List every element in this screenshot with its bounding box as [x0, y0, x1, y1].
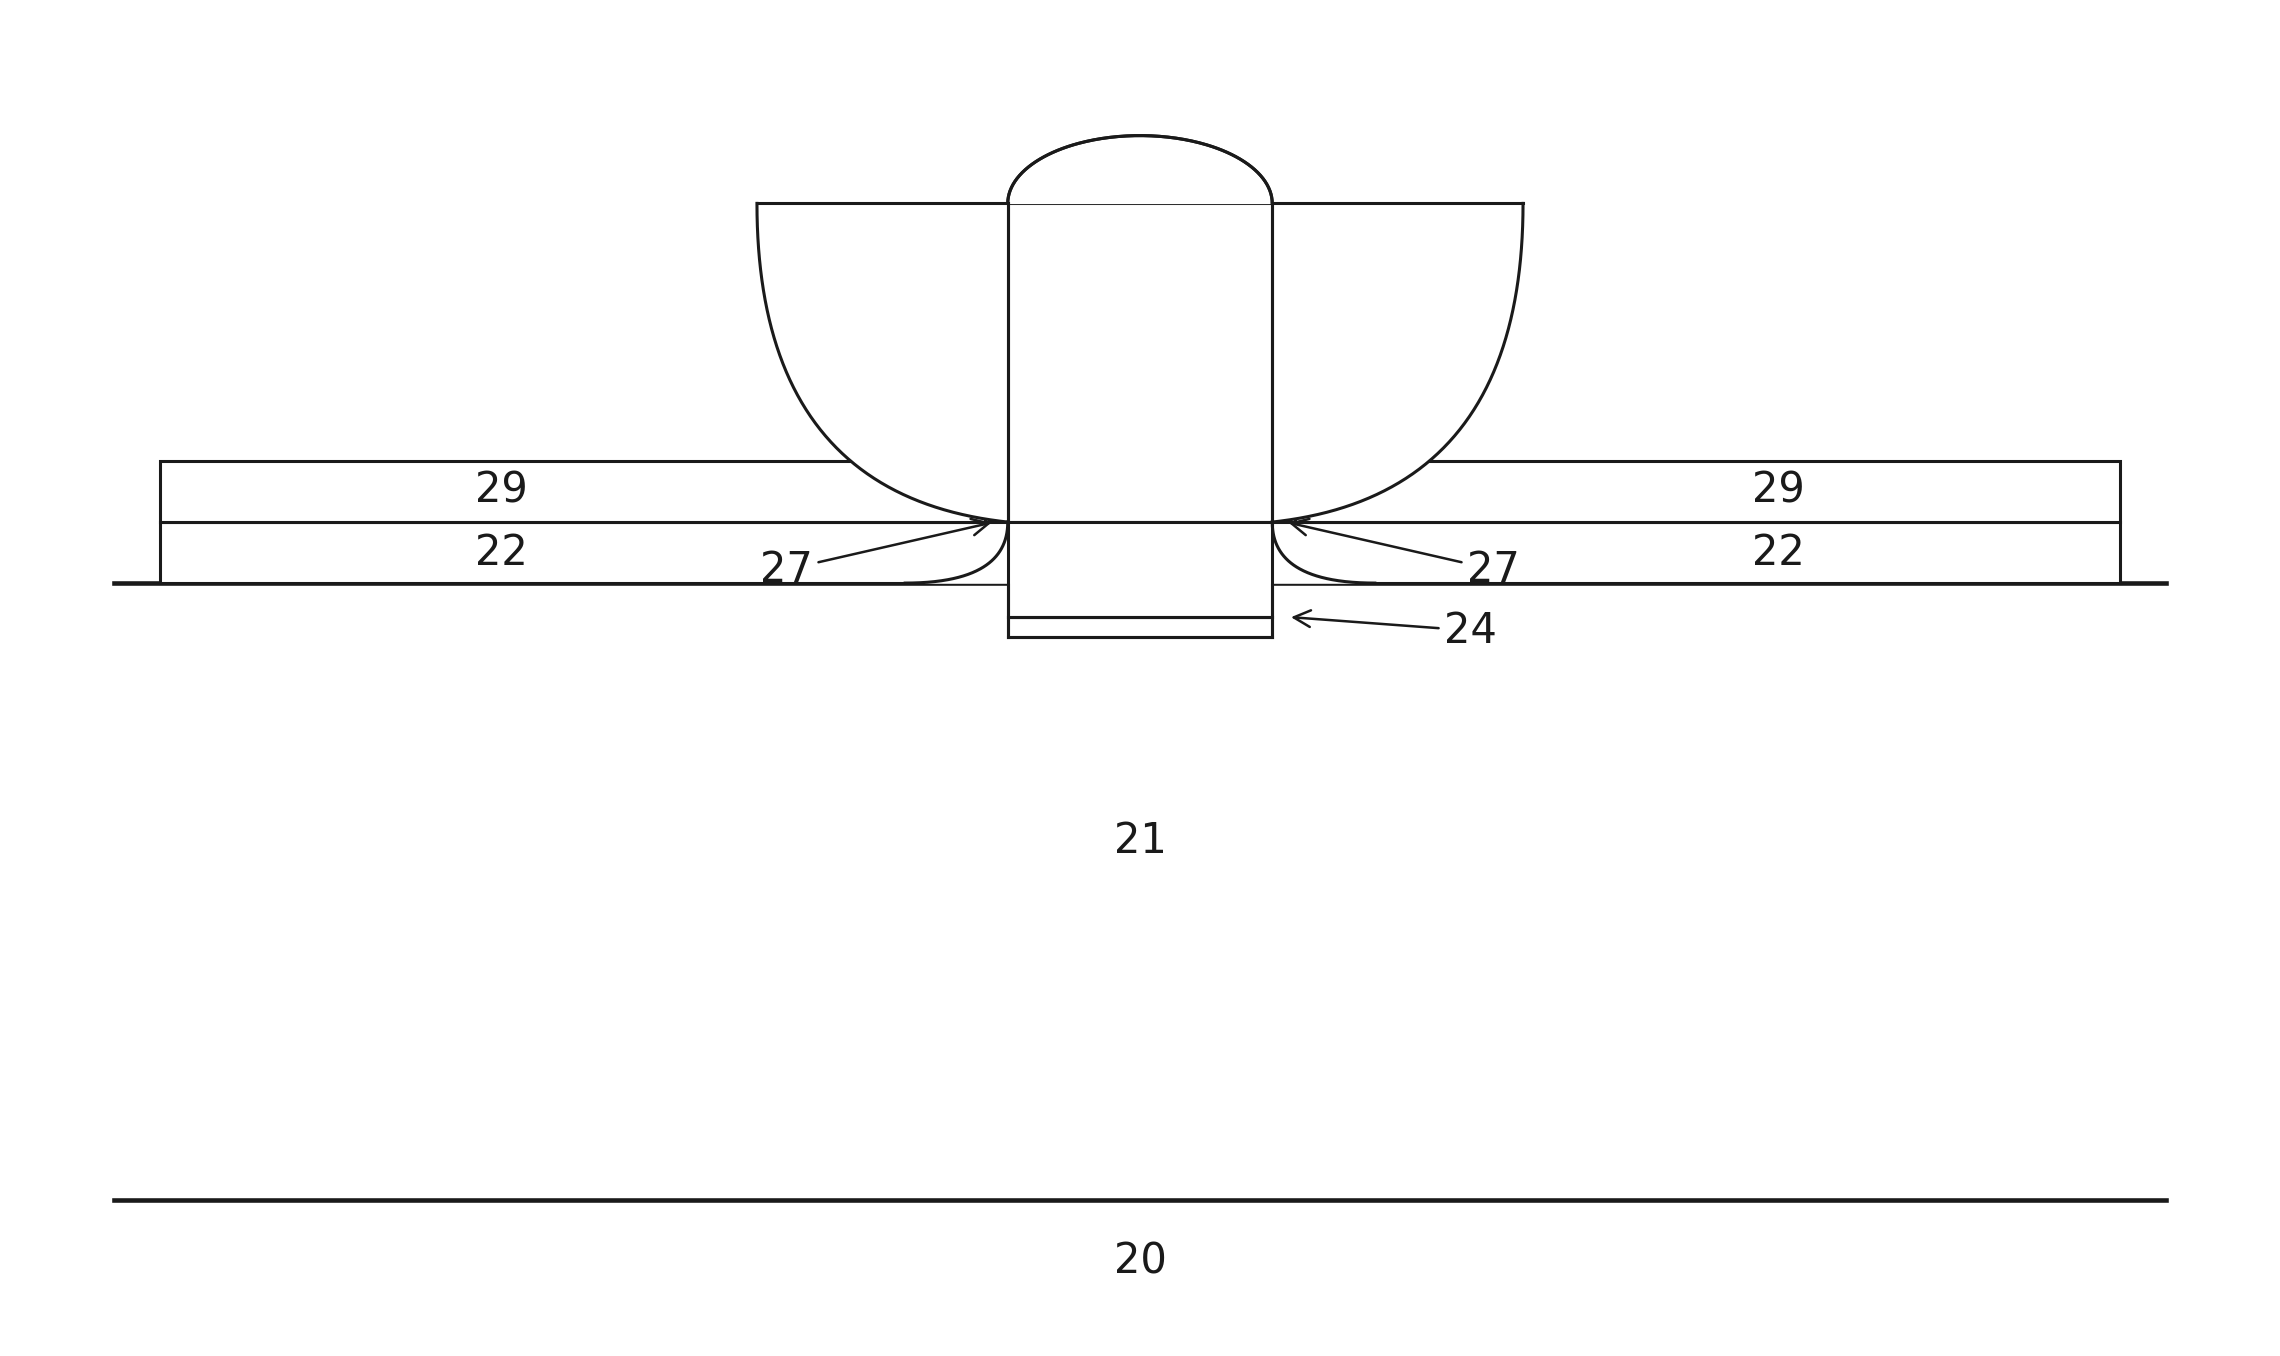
Text: 27: 27 [1290, 519, 1521, 590]
Polygon shape [1008, 136, 1272, 203]
Polygon shape [905, 522, 1375, 583]
Text: 28: 28 [850, 346, 905, 386]
Text: 28: 28 [1382, 346, 1436, 386]
Text: 23: 23 [1113, 533, 1167, 574]
Bar [1008, 617, 1272, 637]
Text: 22: 22 [1751, 533, 1806, 574]
Text: 20: 20 [1113, 1241, 1167, 1281]
Text: 25: 25 [1113, 552, 1167, 593]
Bar [1008, 522, 1272, 617]
Text: 29: 29 [1751, 471, 1806, 511]
Text: 21: 21 [1113, 820, 1167, 861]
Polygon shape [1272, 203, 1523, 522]
Bar [160, 461, 985, 522]
Text: 22: 22 [474, 533, 529, 574]
Text: 29: 29 [474, 471, 529, 511]
Text: 24: 24 [1293, 610, 1498, 651]
Bar [160, 522, 2120, 583]
Text: 27: 27 [759, 519, 990, 590]
Text: 26: 26 [1113, 346, 1167, 386]
Bar [1008, 203, 1272, 522]
Polygon shape [757, 203, 1008, 522]
Bar [1295, 461, 2120, 522]
